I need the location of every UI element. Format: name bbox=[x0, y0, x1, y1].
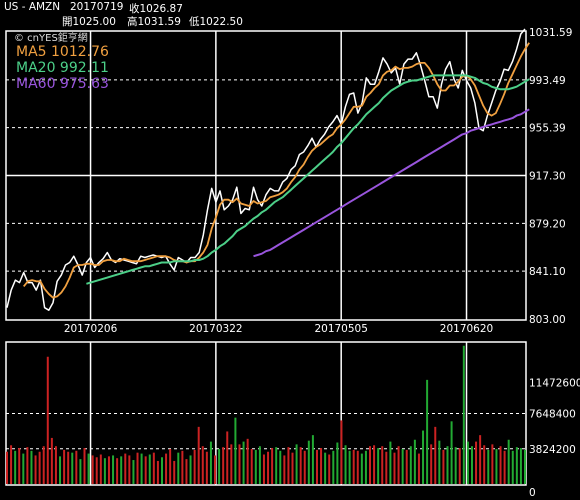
low-price-label: 低1022.50 bbox=[189, 16, 243, 28]
price-grid bbox=[6, 79, 526, 272]
high-price-label: 高1031.59 bbox=[127, 16, 181, 28]
volume-y-axis: 11472600 7648400 3824200 0 bbox=[529, 377, 580, 499]
date-axis: 20170206 20170322 20170505 20170620 bbox=[64, 323, 493, 335]
volume-y-tick: 0 bbox=[529, 487, 536, 499]
price-y-tick: 917.30 bbox=[529, 170, 566, 182]
date-tick: 20170322 bbox=[189, 323, 242, 335]
close-price-label: 收1026.87 bbox=[129, 3, 183, 15]
series-line-ma60 bbox=[253, 108, 530, 258]
volume-y-tick: 11472600 bbox=[529, 377, 580, 389]
series-line-ma20 bbox=[86, 74, 530, 285]
open-price-label: 開1025.00 bbox=[62, 16, 116, 28]
price-x-grid bbox=[89, 31, 468, 485]
date-tick: 20170620 bbox=[440, 323, 493, 335]
date-tick: 20170505 bbox=[314, 323, 367, 335]
volume-grid bbox=[6, 413, 526, 450]
volume-panel: 11472600 7648400 3824200 0 bbox=[5, 341, 580, 499]
legend: © cnYES鉅亨網 MA5 1012.76 MA20 992.11 MA60 … bbox=[14, 31, 109, 92]
price-y-tick: 955.39 bbox=[529, 123, 566, 135]
date-tick: 20170206 bbox=[64, 323, 118, 335]
quote-header: US - AMZN 20170719 收1026.87 開1025.00 高10… bbox=[0, 0, 580, 28]
volume-y-tick: 7648400 bbox=[529, 409, 576, 421]
price-y-tick: 841.10 bbox=[529, 266, 566, 278]
price-y-tick: 1031.59 bbox=[529, 27, 572, 39]
legend-ma60: MA60 975.63 bbox=[16, 76, 109, 92]
symbol-label: US - AMZN bbox=[4, 1, 61, 13]
price-lines bbox=[6, 28, 530, 311]
price-y-tick: 803.00 bbox=[529, 314, 566, 326]
date-label: 20170719 bbox=[70, 1, 124, 13]
legend-ma20: MA20 992.11 bbox=[16, 60, 109, 76]
price-y-axis: 1031.59 993.49 955.39 917.30 879.20 841.10 803… bbox=[529, 27, 572, 326]
volume-y-tick: 3824200 bbox=[529, 444, 576, 456]
price-panel: 1031.59 993.49 955.39 917.30 879.20 841.10 803… bbox=[5, 27, 572, 485]
price-y-tick: 993.49 bbox=[529, 75, 566, 87]
price-y-tick: 879.20 bbox=[529, 218, 566, 230]
watermark: © cnYES鉅亨網 bbox=[14, 31, 88, 44]
legend-ma5: MA5 1012.76 bbox=[16, 44, 109, 60]
volume-bars bbox=[6, 345, 526, 484]
series-line-ma5 bbox=[23, 42, 530, 299]
